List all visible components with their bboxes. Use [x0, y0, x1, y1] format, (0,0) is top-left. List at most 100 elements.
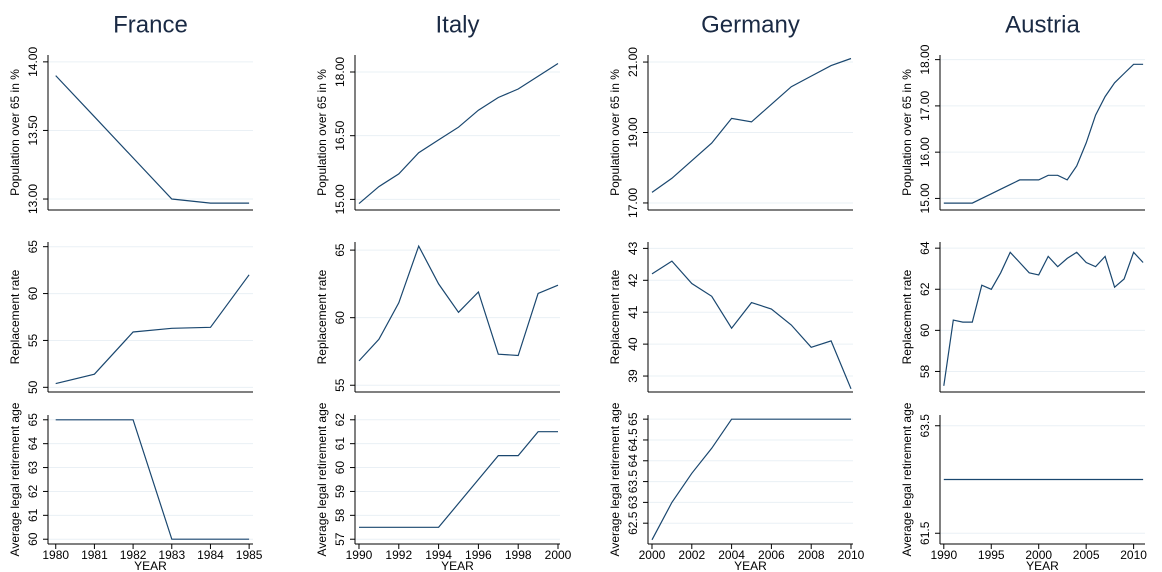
- y-axis-label: Average legal retirement age: [8, 402, 22, 556]
- y-tick-label: 60: [918, 323, 932, 337]
- x-tick-label: 1983: [158, 548, 185, 562]
- data-line: [651, 260, 852, 390]
- x-tick-label: 1996: [465, 548, 492, 562]
- panel-title: Italy: [435, 11, 479, 38]
- y-axis-label: Population over 65 in %: [608, 69, 622, 196]
- x-tick-label: 2008: [798, 548, 825, 562]
- data-line: [651, 57, 852, 193]
- y-tick-label: 61.5: [918, 521, 932, 545]
- data-line: [55, 274, 250, 385]
- y-tick-label: 39: [626, 369, 640, 383]
- y-tick-label: 63.5: [918, 414, 932, 438]
- y-tick-label: 65: [26, 413, 40, 427]
- y-tick-label: 16.00: [918, 137, 932, 167]
- y-axis-label: Replacement rate: [315, 269, 329, 364]
- x-tick-label: 2002: [678, 548, 705, 562]
- y-tick-label: 14.00: [26, 47, 40, 77]
- y-tick-label: 62: [26, 484, 40, 498]
- y-tick-label: 61: [333, 437, 347, 451]
- y-tick-label: 50: [26, 380, 40, 394]
- y-tick-label: 60: [333, 461, 347, 475]
- y-tick-label: 55: [26, 333, 40, 347]
- x-tick-label: 1994: [425, 548, 452, 562]
- x-axis-label: YEAR: [1026, 559, 1059, 572]
- x-axis-label: YEAR: [441, 559, 474, 572]
- y-tick-label: 55: [333, 378, 347, 392]
- y-tick-label: 16.50: [333, 120, 347, 150]
- data-line: [55, 419, 250, 540]
- y-tick-label: 18.00: [333, 57, 347, 87]
- x-tick-label: 1990: [346, 548, 373, 562]
- x-tick-label: 2005: [1073, 548, 1100, 562]
- y-axis-label: Replacement rate: [608, 269, 622, 364]
- y-tick-label: 65: [26, 240, 40, 254]
- panel-title: France: [113, 11, 188, 38]
- y-axis-label: Replacement rate: [8, 269, 22, 364]
- data-line: [55, 75, 250, 204]
- y-tick-label: 63: [626, 495, 640, 509]
- y-axis-label: Population over 65 in %: [315, 69, 329, 196]
- x-tick-label: 2010: [838, 548, 865, 562]
- panel-title: Germany: [701, 11, 800, 38]
- y-tick-label: 57: [333, 532, 347, 546]
- y-axis-label: Average legal retirement age: [608, 402, 622, 556]
- x-tick-label: 1990: [930, 548, 957, 562]
- x-tick-label: 1992: [385, 548, 412, 562]
- y-tick-label: 60: [26, 287, 40, 301]
- data-line: [943, 63, 1144, 204]
- y-axis-label: Replacement rate: [900, 269, 914, 364]
- x-axis-label: YEAR: [734, 559, 767, 572]
- x-tick-label: 1984: [197, 548, 224, 562]
- y-tick-label: 63: [26, 461, 40, 475]
- x-tick-label: 1980: [42, 548, 69, 562]
- data-line: [359, 431, 558, 528]
- y-tick-label: 58: [333, 508, 347, 522]
- data-line: [358, 244, 559, 362]
- y-tick-label: 17.00: [918, 91, 932, 121]
- y-tick-label: 64.5: [626, 428, 640, 452]
- data-line: [651, 418, 851, 541]
- x-tick-label: 2010: [1120, 548, 1147, 562]
- x-axis-label: YEAR: [134, 559, 167, 572]
- y-tick-label: 62: [333, 413, 347, 427]
- x-tick-label: 1982: [120, 548, 147, 562]
- y-tick-label: 13.00: [26, 184, 40, 214]
- y-tick-label: 62.5: [626, 511, 640, 535]
- y-tick-label: 40: [626, 337, 640, 351]
- y-tick-label: 60: [333, 311, 347, 325]
- x-tick-label: 1995: [978, 548, 1005, 562]
- y-tick-label: 64: [918, 241, 932, 255]
- y-tick-label: 17.00: [626, 188, 640, 218]
- y-tick-label: 62: [918, 282, 932, 296]
- x-tick-label: 1985: [236, 548, 263, 562]
- y-tick-label: 63.5: [626, 470, 640, 494]
- y-tick-label: 64: [26, 437, 40, 451]
- y-axis-label: Average legal retirement age: [900, 402, 914, 556]
- x-tick-label: 2000: [639, 548, 666, 562]
- x-tick-label: 2006: [758, 548, 785, 562]
- y-tick-label: 61: [26, 508, 40, 522]
- y-tick-label: 19.00: [626, 117, 640, 147]
- data-line: [943, 251, 1144, 386]
- y-tick-label: 60: [26, 532, 40, 546]
- y-tick-label: 42: [626, 273, 640, 287]
- x-tick-label: 2000: [545, 548, 572, 562]
- y-tick-label: 21.00: [626, 47, 640, 77]
- y-tick-label: 64: [626, 454, 640, 468]
- y-axis-label: Population over 65 in %: [8, 69, 22, 196]
- x-tick-label: 1981: [81, 548, 108, 562]
- x-tick-label: 2004: [718, 548, 745, 562]
- y-tick-label: 65: [626, 412, 640, 426]
- data-line: [358, 62, 559, 205]
- panel-title: Austria: [1005, 11, 1080, 38]
- y-tick-label: 43: [626, 241, 640, 255]
- y-tick-label: 59: [333, 484, 347, 498]
- y-tick-label: 13.50: [26, 115, 40, 145]
- y-tick-label: 41: [626, 305, 640, 319]
- x-tick-label: 1998: [505, 548, 532, 562]
- y-tick-label: 18.00: [918, 44, 932, 74]
- y-tick-label: 15.00: [333, 184, 347, 214]
- y-axis-label: Average legal retirement age: [315, 402, 329, 556]
- y-tick-label: 15.00: [918, 183, 932, 213]
